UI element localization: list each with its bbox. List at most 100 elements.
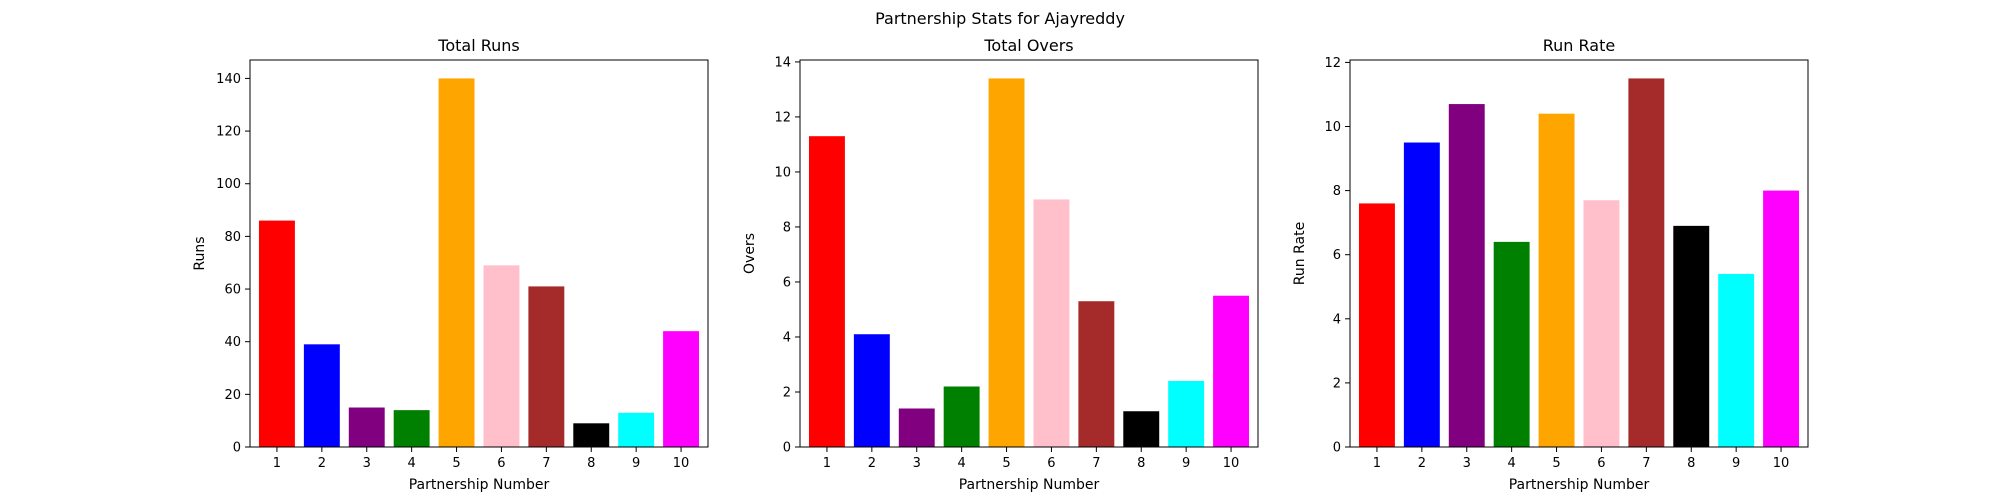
y-tick-label: 60 [224, 283, 241, 298]
bar-2 [1403, 142, 1440, 447]
y-tick-label: 12 [774, 110, 791, 125]
bar-6 [1033, 199, 1070, 447]
y-tick-label: 8 [1333, 184, 1341, 199]
x-tick-label: 1 [823, 456, 831, 471]
x-axis-label: Partnership Number [959, 477, 1100, 493]
y-axis-label: Runs [192, 236, 208, 270]
x-tick-label: 6 [1597, 456, 1605, 471]
y-tick-label: 140 [216, 72, 241, 87]
bar-7 [528, 286, 565, 447]
axes-frame [799, 59, 1259, 448]
x-tick-label: 8 [1137, 456, 1145, 471]
bar-10 [1763, 190, 1800, 447]
bar-4 [943, 386, 980, 447]
x-tick-label: 5 [452, 456, 460, 471]
bar-3 [1448, 104, 1485, 447]
x-tick-label: 2 [318, 456, 326, 471]
y-tick-label: 0 [1333, 441, 1341, 456]
x-tick-label: 6 [1047, 456, 1055, 471]
bar-10 [1213, 295, 1250, 447]
x-tick-label: 10 [1773, 456, 1790, 471]
x-tick-label: 7 [542, 456, 550, 471]
bar-2 [853, 334, 890, 447]
x-tick-label: 7 [1642, 456, 1650, 471]
x-tick-label: 6 [497, 456, 505, 471]
y-tick-label: 12 [1324, 56, 1341, 71]
bar-9 [618, 412, 655, 447]
x-tick-label: 4 [1508, 456, 1516, 471]
y-tick-label: 10 [774, 165, 791, 180]
x-tick-label: 5 [1002, 456, 1010, 471]
bar-4 [1493, 241, 1530, 447]
x-tick-label: 1 [1373, 456, 1381, 471]
y-tick-label: 6 [783, 275, 791, 290]
y-tick-label: 0 [233, 441, 241, 456]
x-tick-label: 3 [1463, 456, 1471, 471]
y-tick-label: 40 [224, 335, 241, 350]
y-tick-label: 6 [1333, 248, 1341, 263]
bar-6 [1583, 200, 1620, 447]
x-tick-label: 10 [1223, 456, 1240, 471]
y-tick-label: 14 [774, 55, 791, 70]
x-tick-label: 4 [408, 456, 416, 471]
bar-5 [988, 78, 1025, 447]
bar-1 [258, 220, 295, 447]
x-tick-label: 3 [363, 456, 371, 471]
bar-8 [1673, 225, 1710, 447]
bar-9 [1718, 273, 1755, 447]
axes-frame [249, 59, 709, 448]
y-tick-label: 0 [783, 441, 791, 456]
bar-3 [898, 408, 935, 447]
bar-9 [1168, 380, 1205, 447]
x-tick-label: 1 [273, 456, 281, 471]
y-tick-label: 10 [1324, 120, 1341, 135]
x-axis-label: Partnership Number [409, 477, 550, 493]
y-axis-label: Overs [742, 233, 758, 274]
figure-suptitle: Partnership Stats for Ajayreddy [875, 9, 1125, 28]
bar-8 [573, 423, 610, 447]
bar-1 [808, 136, 845, 447]
x-tick-label: 5 [1552, 456, 1560, 471]
chart-title: Run Rate [1543, 36, 1615, 55]
x-tick-label: 7 [1092, 456, 1100, 471]
chart-title: Total Runs [437, 36, 519, 55]
x-axis-label: Partnership Number [1509, 477, 1650, 493]
x-tick-label: 8 [1687, 456, 1695, 471]
x-tick-label: 2 [868, 456, 876, 471]
y-tick-label: 4 [1333, 312, 1341, 327]
bar-5 [438, 78, 475, 447]
bar-4 [393, 410, 430, 447]
bar-2 [303, 344, 340, 447]
x-tick-label: 10 [673, 456, 690, 471]
axes-frame [1349, 59, 1809, 448]
x-tick-label: 9 [632, 456, 640, 471]
x-tick-label: 4 [958, 456, 966, 471]
bar-7 [1078, 301, 1115, 447]
bar-5 [1538, 113, 1575, 447]
chart-title: Total Overs [983, 36, 1073, 55]
x-tick-label: 2 [1418, 456, 1426, 471]
y-tick-label: 80 [224, 230, 241, 245]
y-tick-label: 20 [224, 388, 241, 403]
y-axis-label: Run Rate [1292, 222, 1308, 285]
bar-8 [1123, 411, 1160, 447]
bar-6 [483, 265, 520, 447]
bar-1 [1358, 203, 1395, 447]
bar-3 [348, 407, 385, 447]
y-tick-label: 2 [783, 385, 791, 400]
y-tick-label: 8 [783, 220, 791, 235]
y-tick-label: 2 [1333, 376, 1341, 391]
y-tick-label: 100 [216, 177, 241, 192]
x-tick-label: 9 [1182, 456, 1190, 471]
bar-10 [663, 331, 700, 447]
x-tick-label: 3 [913, 456, 921, 471]
bar-7 [1628, 78, 1665, 447]
y-tick-label: 120 [216, 125, 241, 140]
x-tick-label: 9 [1732, 456, 1740, 471]
